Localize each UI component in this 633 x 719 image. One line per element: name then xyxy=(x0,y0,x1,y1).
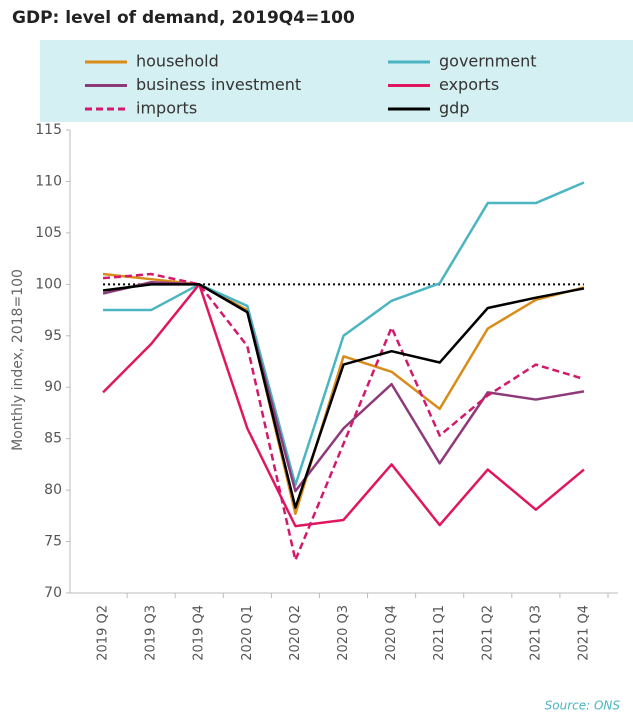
y-tick-label: 85 xyxy=(44,431,62,447)
x-tick-label: 2021 Q3 xyxy=(528,605,543,661)
legend-background xyxy=(40,40,633,122)
y-tick-label: 80 xyxy=(44,482,62,498)
series-line xyxy=(103,181,585,487)
y-axis-label: Monthly index, 2018=100 xyxy=(10,269,26,451)
legend-label: imports xyxy=(136,99,197,118)
series-line xyxy=(102,283,585,509)
x-tick-label: 2021 Q4 xyxy=(576,605,591,661)
x-tick-label: 2019 Q3 xyxy=(144,605,159,661)
series-line xyxy=(102,272,585,516)
x-tick-label: 2019 Q4 xyxy=(192,605,207,661)
y-tick-label: 90 xyxy=(44,379,62,395)
x-tick-label: 2019 Q2 xyxy=(96,605,111,661)
y-tick-label: 100 xyxy=(35,276,62,292)
y-tick-label: 75 xyxy=(44,534,62,550)
x-tick-label: 2020 Q1 xyxy=(240,605,255,661)
x-tick-label: 2021 Q2 xyxy=(480,605,495,661)
y-tick-label: 105 xyxy=(35,225,62,241)
chart-title: GDP: level of demand, 2019Q4=100 xyxy=(12,8,355,28)
legend-label: exports xyxy=(439,75,499,94)
series-line xyxy=(102,272,585,562)
legend-label: gdp xyxy=(439,99,469,118)
x-tick-label: 2020 Q4 xyxy=(384,605,399,661)
x-tick-label: 2020 Q3 xyxy=(336,605,351,661)
x-tick-label: 2020 Q2 xyxy=(288,605,303,661)
y-tick-label: 110 xyxy=(35,173,62,189)
y-tick-label: 70 xyxy=(44,585,62,601)
legend-label: government xyxy=(439,52,537,71)
x-tick-label: 2021 Q1 xyxy=(432,605,447,661)
legend-label: business investment xyxy=(136,75,301,94)
legend-label: household xyxy=(136,52,219,71)
y-tick-label: 115 xyxy=(35,122,62,138)
source: Source: ONS xyxy=(545,699,621,713)
series-line xyxy=(102,283,585,528)
y-tick-label: 95 xyxy=(44,328,62,344)
